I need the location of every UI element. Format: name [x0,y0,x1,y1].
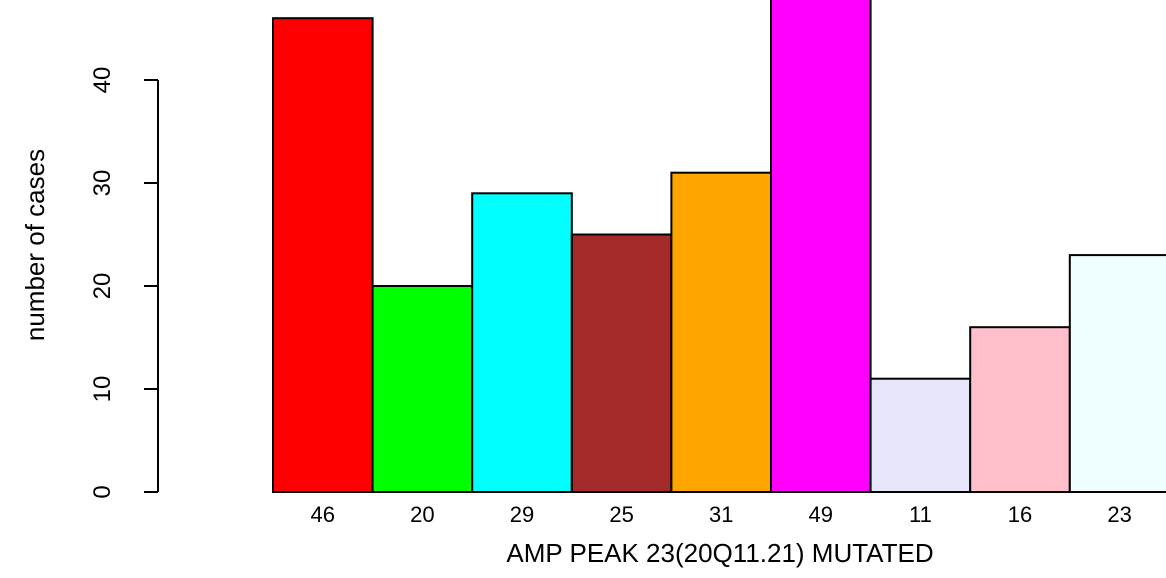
y-axis: 0 10 20 30 40 [89,67,159,499]
x-tick-label: 46 [311,502,335,527]
x-tick-label: 23 [1107,502,1131,527]
x-tick-label: 31 [709,502,733,527]
y-axis-label: number of cases [20,149,50,341]
bar-16 [969,326,1071,494]
x-axis-label: AMP PEAK 23(20Q11.21) MUTATED [506,538,933,568]
y-tick-label: 20 [89,273,116,300]
bar-25 [570,233,673,493]
x-tick-label: 20 [410,502,434,527]
bar-23 [1068,254,1166,493]
x-tick-labels: 46 20 29 25 31 49 11 16 23 [311,502,1132,527]
bars-group [272,0,1166,494]
y-tick-label: 40 [89,67,116,94]
bar-49 [770,0,872,494]
bar-31 [670,171,773,493]
y-tick-label: 30 [89,170,116,197]
bar-11 [869,377,972,494]
x-tick-label: 29 [510,502,534,527]
bar-20 [371,285,474,493]
y-tick-label: 10 [89,376,116,403]
x-tick-label: 49 [809,502,833,527]
y-tick-label: 0 [89,485,116,498]
x-tick-label: 16 [1008,502,1032,527]
bar-29 [471,192,573,494]
bar-46 [272,17,374,493]
x-tick-label: 11 [909,502,932,527]
x-tick-label: 25 [609,502,633,527]
